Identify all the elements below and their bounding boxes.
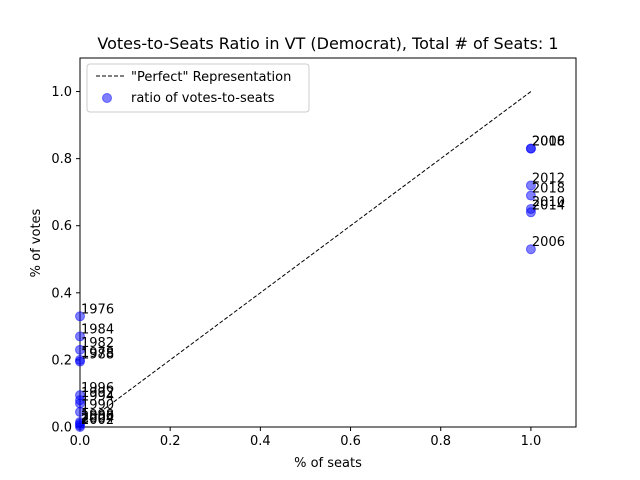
y-tick-label: 0.4 [51, 286, 72, 301]
legend-entry-perfect: "Perfect" Representation [131, 70, 291, 85]
x-axis-label: % of seats [294, 456, 362, 471]
plot-area: 0.0 0.2 0.4 0.6 0.8 1.0 0.0 0.2 0.4 0.6 0.8 1.0 1976… [51, 58, 576, 449]
point-year-label: 2002 [81, 413, 114, 428]
y-tick-label: 0.0 [51, 421, 72, 436]
point-year-label: 2014 [532, 198, 565, 213]
point-year-label: 2006 [532, 235, 565, 250]
perfect-representation-line [80, 92, 531, 427]
x-tick-label: 0.8 [430, 434, 451, 449]
y-tick-label: 0.6 [51, 219, 72, 234]
y-tick-label: 0.8 [51, 152, 72, 167]
point-year-label: 1988 [81, 348, 114, 363]
y-axis-label: % of votes [29, 208, 44, 277]
legend-entry-ratio: ratio of votes-to-seats [131, 91, 275, 106]
point-year-label: 2016 [532, 135, 565, 150]
x-tick-label: 0.2 [160, 434, 181, 449]
y-tick-label: 1.0 [51, 85, 72, 100]
legend: "Perfect" Representation ratio of votes-… [87, 64, 309, 112]
chart-title: Votes-to-Seats Ratio in VT (Democrat), T… [97, 34, 558, 53]
legend-point-swatch [103, 94, 112, 103]
point-year-label: 1976 [81, 302, 114, 317]
y-tick-label: 0.2 [51, 353, 72, 368]
x-tick-label: 0.4 [250, 434, 271, 449]
x-tick-label: 0.6 [340, 434, 361, 449]
x-tick-label: 0.0 [70, 434, 91, 449]
x-tick-label: 1.0 [521, 434, 542, 449]
